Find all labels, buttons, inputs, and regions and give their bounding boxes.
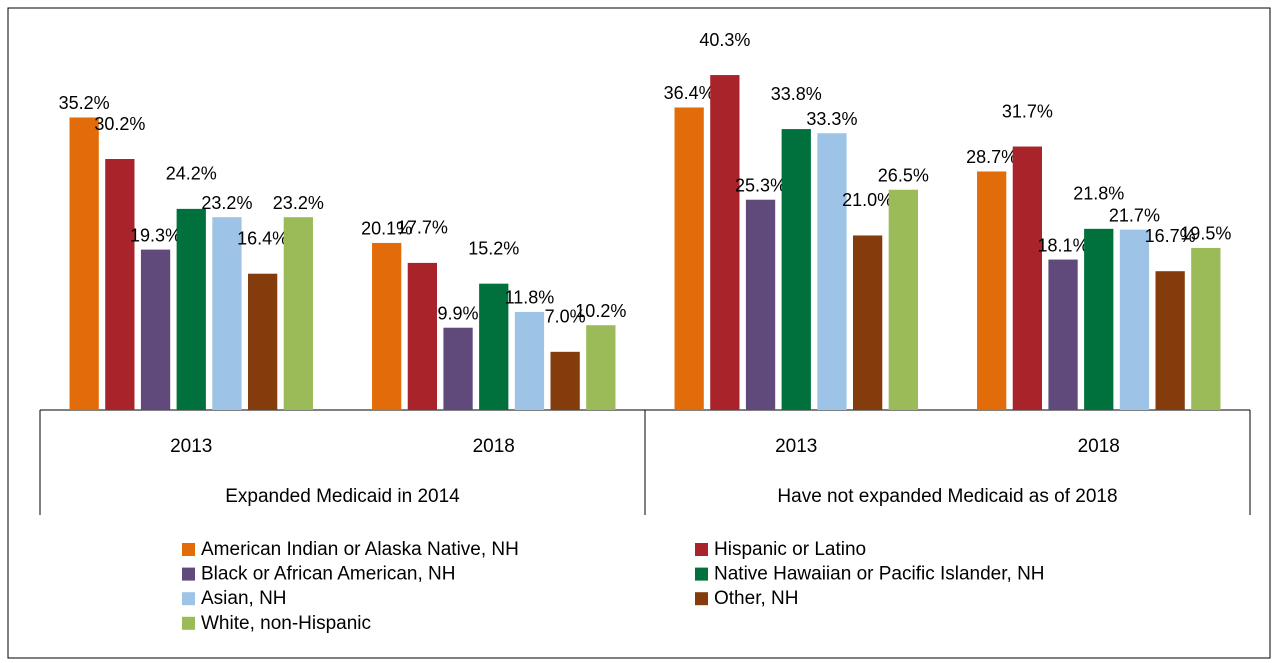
legend-swatch (695, 543, 708, 556)
bar (1084, 228, 1114, 410)
data-label: 24.2% (166, 164, 217, 184)
legend-swatch (695, 592, 708, 606)
data-label: 30.2% (94, 114, 145, 134)
data-label: 35.2% (59, 93, 110, 113)
legend-label: White, non-Hispanic (201, 613, 371, 634)
data-label: 11.8% (505, 288, 555, 308)
data-label: 19.3% (130, 225, 181, 245)
bar (176, 208, 206, 410)
data-label: 20.1% (361, 219, 412, 239)
bar (372, 242, 402, 410)
bar (407, 262, 437, 410)
data-label: 7.0% (545, 307, 586, 327)
bar (212, 217, 242, 410)
bar (781, 129, 811, 410)
data-label: 21.7% (1109, 205, 1160, 225)
bar (248, 273, 278, 410)
data-label: 19.5% (1180, 224, 1231, 244)
data-label: 21.0% (842, 190, 893, 210)
data-label: 10.2% (575, 301, 626, 321)
bar (1012, 146, 1042, 410)
data-label: 23.2% (273, 193, 324, 213)
bar (1191, 247, 1221, 410)
data-label: 33.8% (771, 84, 822, 104)
data-label: 16.4% (237, 228, 288, 248)
data-label: 26.5% (878, 166, 929, 186)
bar (1048, 259, 1078, 410)
legend-label: Other, NH (714, 588, 798, 609)
chart-border (7, 7, 1271, 659)
legend-swatch (182, 543, 195, 556)
data-label: 21.8% (1073, 184, 1124, 204)
data-label: 28.7% (966, 147, 1017, 167)
bar (550, 351, 580, 410)
x-tick-label: 2018 (473, 436, 515, 457)
legend-label: Hispanic or Latino (714, 539, 866, 560)
bar (140, 249, 171, 410)
bar (888, 189, 918, 410)
data-label: 9.9% (438, 303, 479, 323)
legend-swatch (182, 567, 195, 581)
group-label: Expanded Medicaid in 2014 (225, 486, 460, 507)
bar (514, 311, 545, 410)
bar (479, 283, 509, 410)
data-label: 18.1% (1038, 235, 1089, 255)
bar (674, 107, 704, 410)
bar (105, 159, 135, 410)
legend-label: American Indian or Alaska Native, NH (201, 539, 519, 560)
bar (443, 327, 473, 410)
data-label: 33.3% (806, 109, 857, 129)
x-tick-label: 2013 (170, 436, 212, 457)
bar (745, 199, 776, 410)
legend-label: Asian, NH (201, 588, 287, 609)
bar (977, 171, 1007, 410)
x-tick-label: 2018 (1078, 436, 1120, 457)
legend-swatch (695, 567, 708, 581)
x-tick-label: 2013 (775, 436, 817, 457)
data-label: 25.3% (735, 175, 786, 195)
data-label: 23.2% (201, 193, 252, 213)
data-label: 16.7% (1145, 226, 1196, 246)
legend-swatch (182, 592, 195, 606)
bar (1119, 229, 1150, 410)
group-label: Have not expanded Medicaid as of 2018 (777, 486, 1117, 507)
bar (710, 75, 740, 410)
bar (283, 217, 313, 410)
data-label: 31.7% (1002, 101, 1053, 121)
bar (586, 325, 616, 410)
bar (853, 235, 883, 410)
bar (69, 117, 99, 411)
bar (817, 133, 847, 411)
legend-label: Black or African American, NH (201, 564, 455, 585)
legend-label: Native Hawaiian or Pacific Islander, NH (714, 564, 1045, 585)
data-label: 40.3% (699, 30, 750, 50)
bar (1155, 271, 1185, 410)
data-label: 15.2% (468, 238, 519, 258)
data-label: 36.4% (664, 83, 715, 103)
data-label: 17.7% (397, 218, 448, 238)
legend-swatch (182, 616, 195, 630)
